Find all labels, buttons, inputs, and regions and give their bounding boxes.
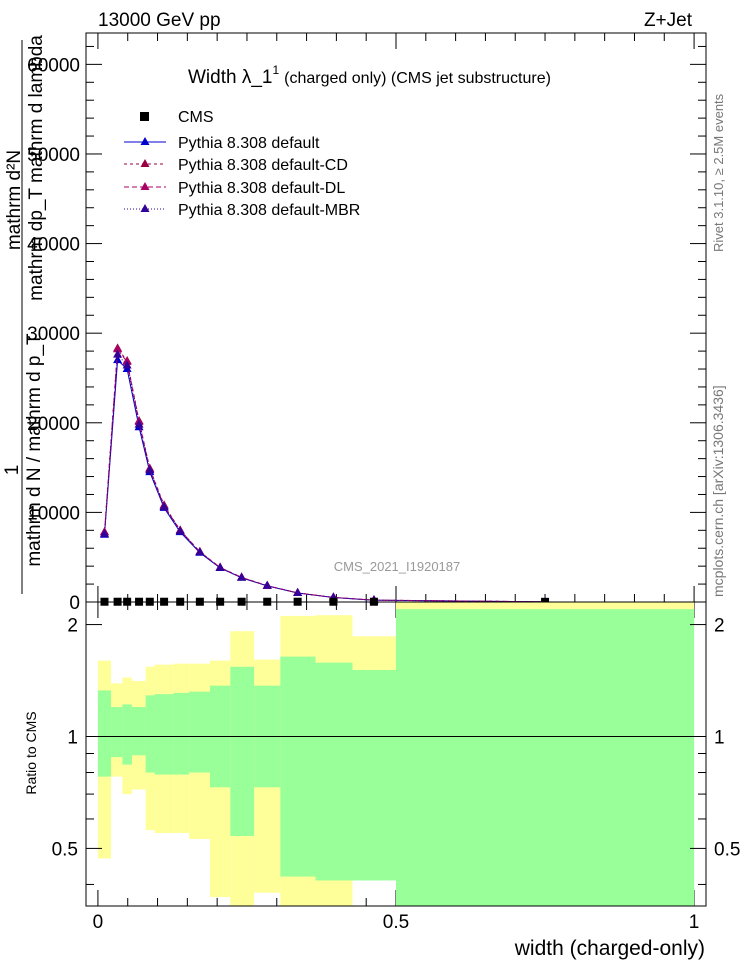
series-line xyxy=(104,347,546,603)
series-point xyxy=(195,547,205,556)
legend-dl-label: Pythia 8.308 default-DL xyxy=(178,180,345,197)
y-tick-label: 60000 xyxy=(27,55,80,76)
ratio-band-inner xyxy=(315,662,353,881)
ratio-tick-label: 0.5 xyxy=(52,839,78,860)
ylabel-line2: mathrm dp_T mathrm d lambda xyxy=(26,35,47,301)
series-point xyxy=(262,580,272,589)
y-tick-label: 10000 xyxy=(27,503,80,524)
ratio-band-inner xyxy=(230,666,255,836)
ratio-band-inner xyxy=(396,609,695,906)
rivet-label: Rivet 3.1.10, ≥ 2.5M events xyxy=(711,93,726,252)
ratio-band-inner xyxy=(122,704,132,765)
ylabel-line1: mathrm d²N xyxy=(4,150,25,250)
legend-cms-label: CMS xyxy=(178,109,214,126)
header-energy: 13000 GeV pp xyxy=(98,10,221,31)
ratio-band-inner xyxy=(154,694,174,775)
ratio-band-inner xyxy=(189,691,210,773)
ratio-panel-frame xyxy=(85,601,707,907)
legend: CMS Pythia 8.308 default Pythia 8.308 de… xyxy=(124,109,360,219)
series-point xyxy=(99,528,109,537)
ratio-band-inner xyxy=(145,695,155,773)
x-axis-label: width (charged-only) xyxy=(514,937,705,960)
legend-dl-marker xyxy=(140,182,150,190)
ratio-tick-label: 1 xyxy=(714,727,725,748)
legend-cd-label: Pythia 8.308 default-CD xyxy=(178,157,348,174)
series-point xyxy=(237,572,247,581)
ratio-band-inner xyxy=(111,707,123,758)
y-tick-label: 50000 xyxy=(27,145,80,166)
y-tick-label: 0 xyxy=(69,593,80,614)
legend-cd-marker xyxy=(140,159,150,167)
series-line xyxy=(104,347,546,603)
ratio-band-inner xyxy=(173,692,190,775)
series-point xyxy=(113,349,123,358)
series-point xyxy=(134,419,144,428)
series-line xyxy=(104,359,546,603)
y-tick-label: 30000 xyxy=(27,324,80,345)
ratio-band-inner xyxy=(352,669,396,881)
series-point xyxy=(215,562,225,571)
ratio-tick-label: 0.5 xyxy=(714,839,740,860)
mcplots-label: mcplots.cern.ch [arXiv:1306.3436] xyxy=(710,385,726,597)
ylabel-frac-num: 1 xyxy=(2,465,23,476)
series-point xyxy=(293,587,303,596)
legend-mbr-marker xyxy=(140,204,150,212)
series-point xyxy=(145,465,155,474)
top-ylabel: 1 mathrm d²N mathrm dp_T mathrm d lambda… xyxy=(2,35,47,594)
ratio-band-inner xyxy=(131,707,146,756)
ratio-tick-label: 2 xyxy=(714,616,725,637)
series-point xyxy=(122,360,132,369)
series-line xyxy=(104,353,546,603)
plot-title: Width λ_11 (charged only) (CMS jet substr… xyxy=(188,63,551,88)
y-tick-label: 40000 xyxy=(27,235,80,256)
series-point xyxy=(159,502,169,511)
legend-cms-marker xyxy=(140,112,149,121)
ratio-band-inner xyxy=(97,690,112,777)
series-point xyxy=(113,344,123,353)
ratio-band-inner xyxy=(280,656,316,877)
ylabel-line3: mathrm d N / mathrm d p_T xyxy=(24,333,45,567)
legend-default-label: Pythia 8.308 default xyxy=(178,135,320,152)
x-tick-label: 0.5 xyxy=(383,912,409,933)
ratio-tick-label: 2 xyxy=(67,616,78,637)
x-tick-label: 0 xyxy=(93,912,104,933)
legend-default-marker xyxy=(140,137,150,145)
series-point xyxy=(113,355,123,364)
series-point xyxy=(175,526,185,535)
header-process: Z+Jet xyxy=(644,10,693,31)
ratio-plot-area: 0.5 0.5 1 1 2 2 0 0.5 1 xyxy=(52,602,740,933)
top-plot-area: 0 10000 20000 30000 40000 50000 60000 xyxy=(27,33,706,614)
ratio-ylabel: Ratio to CMS xyxy=(23,711,39,794)
legend-mbr-label: Pythia 8.308 default-MBR xyxy=(178,202,360,219)
y-tick-label: 20000 xyxy=(27,414,80,435)
ratio-tick-label: 1 xyxy=(67,727,78,748)
x-tick-label: 1 xyxy=(689,912,700,933)
analysis-tag: CMS_2021_I1920187 xyxy=(334,559,461,574)
